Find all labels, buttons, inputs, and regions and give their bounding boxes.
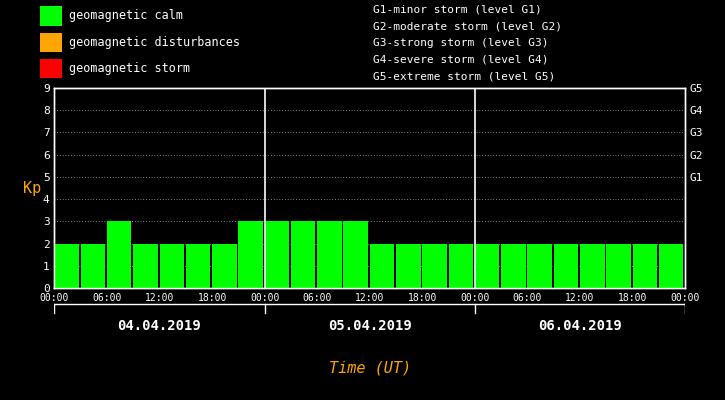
Text: G3-strong storm (level G3): G3-strong storm (level G3) [373,38,549,48]
Bar [370,244,394,288]
Bar [396,244,420,288]
Bar [344,221,368,288]
Bar [606,244,631,288]
Bar [107,221,131,288]
Text: G5-extreme storm (level G5): G5-extreme storm (level G5) [373,71,555,81]
Bar [133,244,158,288]
Text: 05.04.2019: 05.04.2019 [328,320,412,334]
Bar [80,244,105,288]
Text: G1-minor storm (level G1): G1-minor storm (level G1) [373,4,542,14]
Text: geomagnetic calm: geomagnetic calm [69,9,183,22]
Text: geomagnetic disturbances: geomagnetic disturbances [69,36,240,49]
Bar [527,244,552,288]
FancyBboxPatch shape [40,32,62,52]
Text: geomagnetic storm: geomagnetic storm [69,62,190,75]
Bar [212,244,236,288]
Bar [632,244,657,288]
FancyBboxPatch shape [40,6,62,26]
Bar [580,244,605,288]
Bar [291,221,315,288]
Text: 06.04.2019: 06.04.2019 [538,320,622,334]
Text: Time (UT): Time (UT) [328,360,411,376]
Bar [422,244,447,288]
Y-axis label: Kp: Kp [22,180,41,196]
FancyBboxPatch shape [40,59,62,78]
Bar [501,244,526,288]
Bar [475,244,500,288]
Bar [317,221,341,288]
Bar [554,244,579,288]
Text: G2-moderate storm (level G2): G2-moderate storm (level G2) [373,21,563,31]
Text: 04.04.2019: 04.04.2019 [117,320,202,334]
Bar [186,244,210,288]
Bar [54,244,79,288]
Text: G4-severe storm (level G4): G4-severe storm (level G4) [373,54,549,64]
Bar [265,221,289,288]
Bar [239,221,263,288]
Bar [449,244,473,288]
Bar [659,244,684,288]
Bar [160,244,184,288]
